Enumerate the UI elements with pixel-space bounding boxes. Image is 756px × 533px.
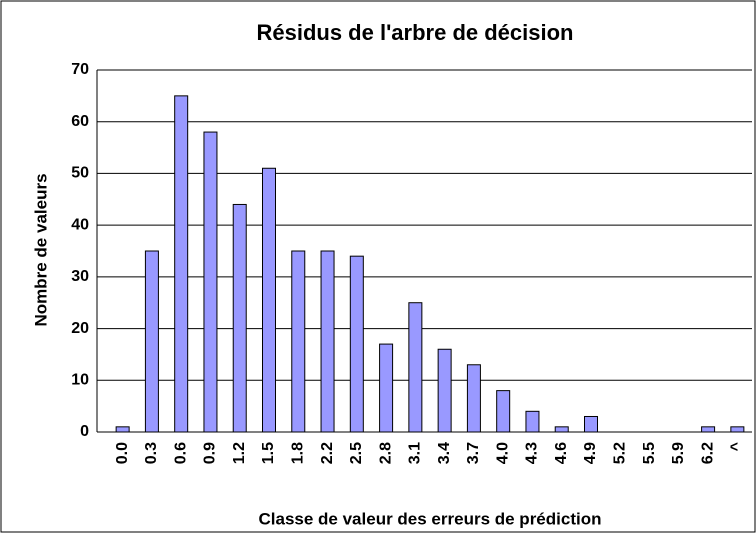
bar <box>232 203 247 433</box>
y-tick-label: 10 <box>71 372 89 389</box>
bar <box>466 364 481 433</box>
x-tick-label: 4.0 <box>494 442 511 464</box>
bar <box>262 167 276 433</box>
x-tick-label: 1.2 <box>231 442 248 464</box>
x-tick-label: 0.0 <box>114 442 131 464</box>
y-tick-label: 50 <box>71 165 89 182</box>
x-tick-label: 5.5 <box>641 442 658 464</box>
x-tick-label: 5.2 <box>611 442 628 464</box>
bar <box>730 426 745 433</box>
bar <box>174 95 189 433</box>
x-axis-label: Classe de valeur des erreurs de prédicti… <box>259 509 602 528</box>
bar <box>320 250 335 433</box>
x-tick-label: 2.8 <box>377 442 394 464</box>
x-tick-label: 6.2 <box>699 442 716 464</box>
y-tick-label: 0 <box>80 423 89 440</box>
bar <box>437 348 452 433</box>
bar <box>701 426 716 433</box>
x-tick-label: 1.8 <box>289 442 306 464</box>
x-tick-label: 2.2 <box>319 442 336 464</box>
bar <box>408 302 423 433</box>
chart-title: Résidus de l'arbre de décision <box>256 20 573 45</box>
bar <box>584 415 598 433</box>
x-tick-label: ^ <box>729 442 746 451</box>
y-tick-label: 30 <box>71 268 89 285</box>
x-tick-label: 2.5 <box>348 442 365 464</box>
x-tick-label: 1.5 <box>260 442 277 464</box>
bar <box>525 410 540 433</box>
y-tick-label: 40 <box>71 216 89 233</box>
x-tick-label: 3.4 <box>436 442 453 464</box>
bar <box>144 250 159 433</box>
y-tick-label: 70 <box>71 61 89 78</box>
bar <box>203 131 218 433</box>
y-axis-label: Nombre de valeurs <box>31 173 50 326</box>
y-tick-label: 60 <box>71 113 89 130</box>
x-tick-label: 0.3 <box>143 442 160 464</box>
bar <box>554 426 569 433</box>
bar <box>115 426 130 433</box>
x-tick-label: 0.9 <box>202 442 219 464</box>
x-tick-label: 4.6 <box>553 442 570 464</box>
x-tick-label: 3.7 <box>465 442 482 464</box>
bar <box>291 250 306 433</box>
x-tick-label: 5.9 <box>670 442 687 464</box>
x-tick-label: 4.9 <box>582 442 599 464</box>
bar <box>496 390 511 433</box>
y-tick-label: 20 <box>71 320 89 337</box>
bar <box>349 255 364 433</box>
x-tick-label: 4.3 <box>524 442 541 464</box>
x-tick-label: 3.1 <box>407 442 424 464</box>
x-tick-label: 0.6 <box>172 442 189 464</box>
bar <box>379 343 394 433</box>
